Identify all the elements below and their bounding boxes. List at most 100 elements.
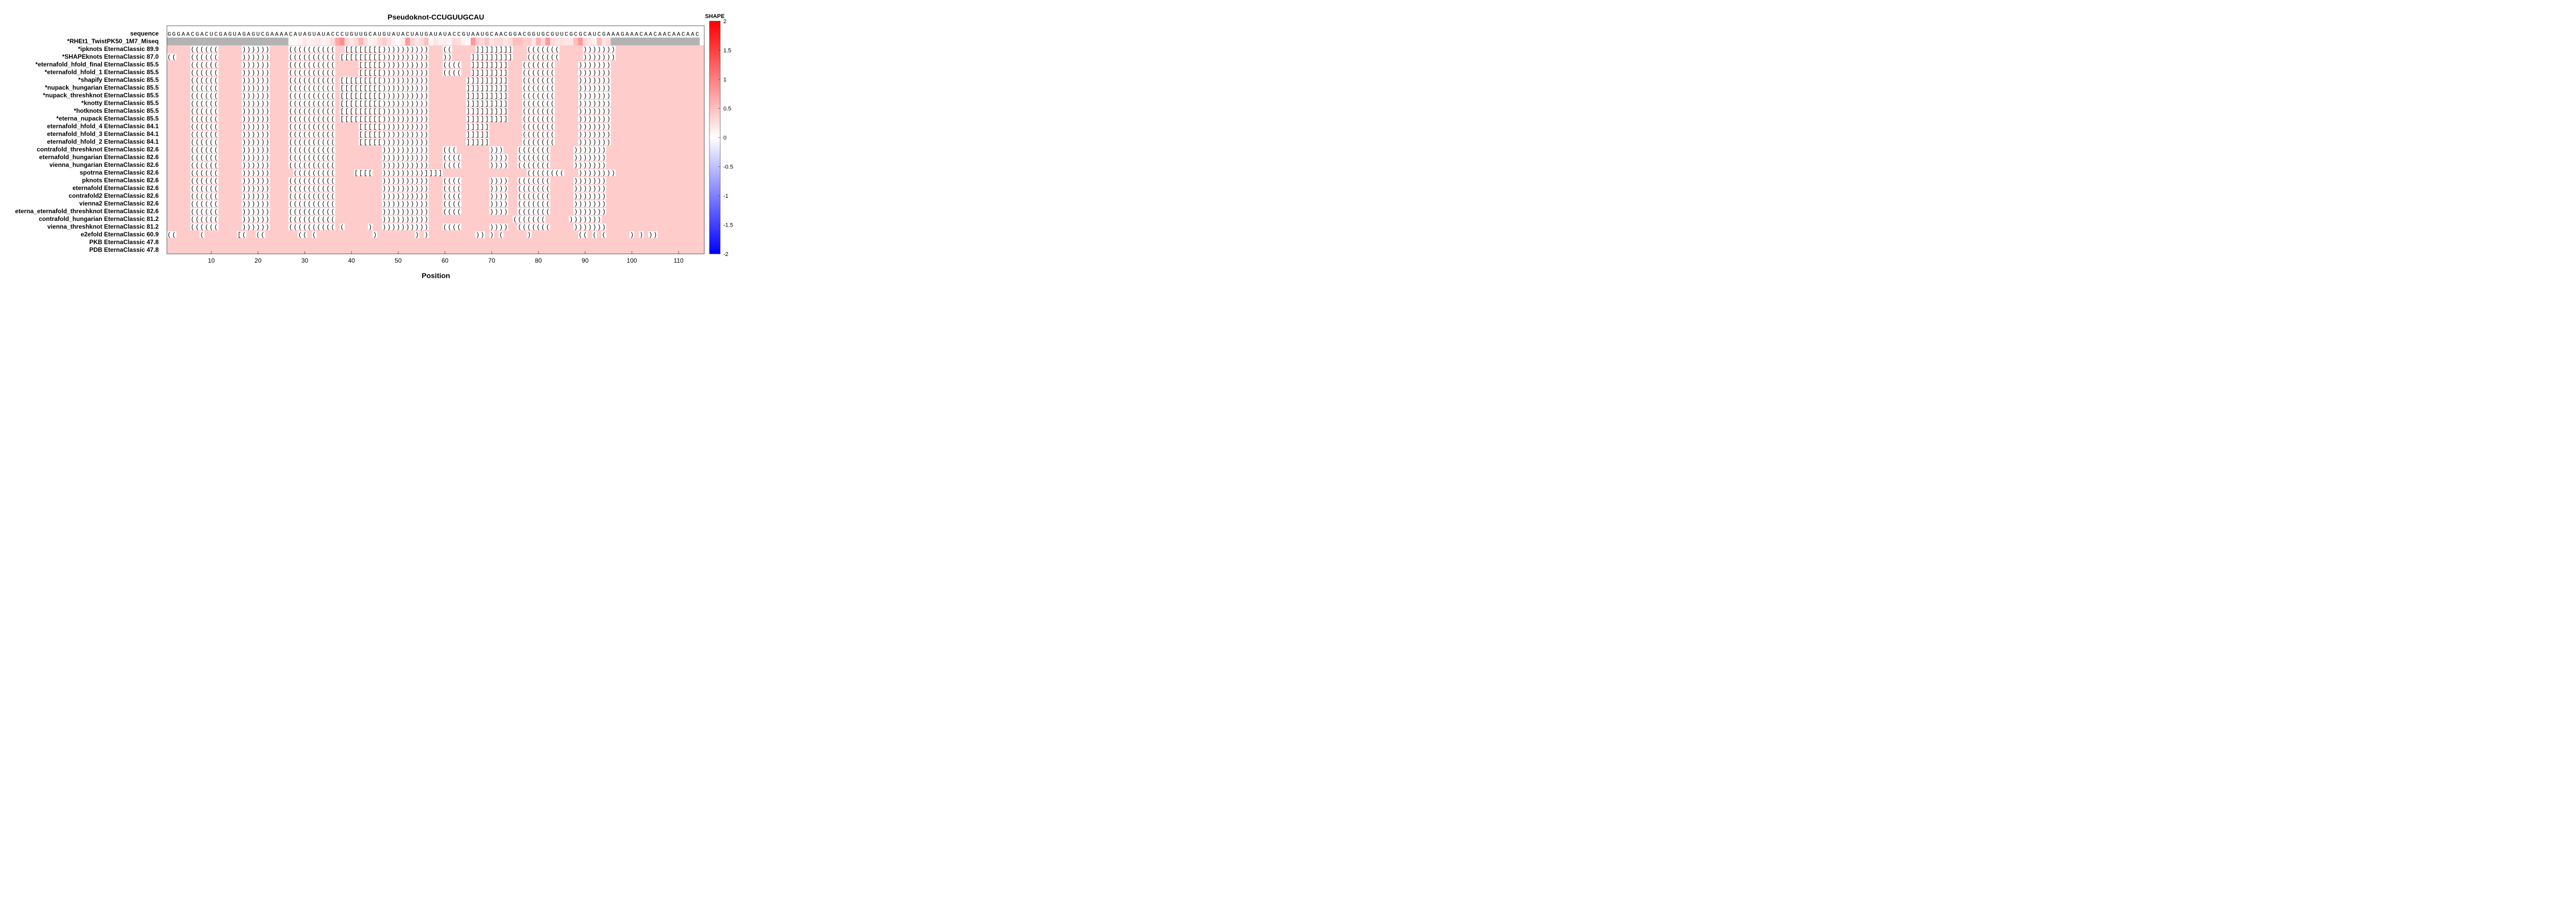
structure-char: ( — [527, 93, 531, 100]
shape-cell — [353, 38, 359, 45]
structure-char: ( — [214, 70, 218, 77]
structure-char: ( — [321, 70, 325, 77]
structure-char: ) — [420, 116, 423, 123]
paired-cell — [405, 200, 410, 207]
paired-cell — [583, 139, 588, 145]
structure-char: ( — [518, 209, 521, 216]
paired-cell — [382, 154, 387, 161]
paired-cell — [288, 139, 294, 145]
structure-char: ( — [289, 154, 293, 162]
paired-cell — [423, 146, 429, 153]
paired-cell — [363, 169, 368, 176]
paired-cell — [330, 84, 335, 91]
paired-cell — [293, 61, 298, 68]
structure-char: ) — [247, 185, 250, 193]
paired-cell — [396, 193, 401, 199]
structure-char: ) — [382, 131, 386, 139]
structure-char: [ — [368, 116, 372, 123]
paired-cell — [190, 131, 195, 138]
sequence-nucleotide: A — [649, 32, 652, 38]
structure-char: ( — [443, 185, 447, 193]
structure-char: ( — [210, 178, 213, 185]
paired-cell — [578, 231, 583, 238]
paired-cell — [372, 123, 378, 130]
structure-char: ) — [583, 131, 587, 139]
shape-cell — [470, 38, 476, 45]
structure-char: ) — [490, 162, 494, 169]
structure-char: ( — [205, 116, 208, 123]
structure-char: ) — [597, 100, 601, 108]
paired-cell — [470, 69, 476, 76]
paired-cell — [260, 154, 265, 161]
colorbar-tick-label: 1.5 — [723, 48, 731, 54]
structure-char: ( — [321, 124, 325, 131]
paired-cell — [410, 162, 415, 168]
paired-cell — [396, 216, 401, 222]
structure-char: ( — [546, 209, 550, 216]
structure-char: ) — [579, 131, 582, 139]
structure-char: ) — [630, 232, 634, 239]
paired-cell — [423, 139, 429, 145]
structure-char: ] — [499, 93, 503, 100]
structure-char: ) — [405, 124, 409, 131]
paired-cell — [513, 216, 518, 222]
paired-cell — [297, 46, 303, 53]
structure-char: ) — [382, 170, 386, 177]
structure-char: ( — [294, 178, 297, 185]
structure-char: ) — [396, 77, 400, 84]
structure-char: ( — [294, 85, 297, 92]
paired-cell — [256, 115, 261, 122]
paired-cell — [456, 162, 462, 168]
paired-cell — [382, 193, 387, 199]
structure-char: ] — [499, 77, 503, 84]
structure-char: ( — [546, 124, 550, 131]
structure-char: ) — [583, 116, 587, 123]
paired-cell — [340, 115, 345, 122]
structure-char: ( — [546, 201, 550, 208]
paired-cell — [536, 169, 541, 176]
structure-char: ) — [579, 139, 582, 146]
structure-char: ) — [602, 131, 605, 139]
paired-cell — [480, 123, 485, 130]
structure-char: ( — [532, 54, 535, 61]
structure-char: ( — [541, 54, 545, 61]
paired-cell — [246, 54, 251, 60]
paired-cell — [466, 100, 471, 107]
structure-char: ) — [396, 209, 400, 216]
plot-frame — [166, 25, 705, 254]
paired-cell — [312, 100, 317, 107]
sequence-nucleotide: A — [448, 32, 451, 38]
paired-cell — [573, 216, 579, 222]
paired-cell — [587, 216, 592, 222]
structure-char: ) — [261, 224, 264, 231]
structure-char: ( — [303, 124, 307, 131]
row-labels: sequence*RHEt1_TwistPK50_1M7_Miseq*ipkno… — [15, 30, 159, 253]
structure-char: ) — [592, 170, 596, 177]
paired-cell — [400, 185, 405, 192]
paired-cell — [587, 177, 592, 184]
paired-cell — [597, 100, 602, 107]
structure-char: ) — [415, 139, 419, 146]
paired-cell — [297, 224, 303, 230]
structure-char: ) — [405, 54, 409, 61]
structure-char: ( — [551, 108, 554, 115]
paired-cell — [340, 108, 345, 114]
structure-char: ) — [425, 85, 428, 92]
structure-char: ) — [382, 54, 386, 61]
paired-cell — [410, 193, 415, 199]
sequence-nucleotide: C — [406, 32, 410, 38]
structure-char: [ — [364, 100, 367, 108]
paired-cell — [419, 100, 425, 107]
paired-cell — [414, 69, 419, 76]
paired-cell — [400, 77, 405, 83]
structure-char: ( — [210, 154, 213, 162]
paired-cell — [246, 154, 251, 161]
structure-char: ( — [214, 193, 218, 200]
paired-cell — [246, 185, 251, 192]
structure-char: ( — [308, 147, 311, 154]
paired-cell — [172, 54, 177, 60]
structure-char: ) — [504, 154, 507, 162]
structure-char: ( — [312, 108, 316, 115]
structure-char: ( — [294, 93, 297, 100]
structure-char: ) — [247, 139, 250, 146]
